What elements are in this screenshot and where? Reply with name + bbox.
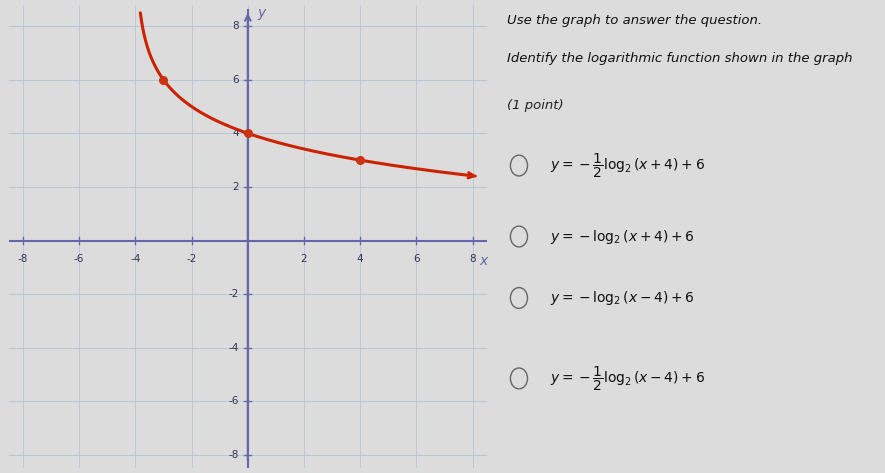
Text: $y=-\dfrac{1}{2}\log_2(x+4)+6$: $y=-\dfrac{1}{2}\log_2(x+4)+6$ [550,151,705,180]
Text: -2: -2 [187,254,196,264]
Text: Use the graph to answer the question.: Use the graph to answer the question. [507,14,762,27]
Text: -8: -8 [229,450,239,460]
Text: -6: -6 [74,254,84,264]
Text: $y=-\log_2(x+4)+6$: $y=-\log_2(x+4)+6$ [550,228,695,245]
Text: x: x [480,254,488,268]
Text: 2: 2 [233,182,239,192]
Text: -2: -2 [229,289,239,299]
Text: -8: -8 [18,254,28,264]
Text: y: y [258,6,266,20]
Text: -6: -6 [229,396,239,406]
Text: Identify the logarithmic function shown in the graph: Identify the logarithmic function shown … [507,52,853,65]
Text: 8: 8 [469,254,476,264]
Text: -4: -4 [229,343,239,353]
Text: -4: -4 [130,254,141,264]
Text: 2: 2 [301,254,307,264]
Text: $y=-\dfrac{1}{2}\log_2(x-4)+6$: $y=-\dfrac{1}{2}\log_2(x-4)+6$ [550,364,705,393]
Text: 4: 4 [357,254,364,264]
Text: 6: 6 [413,254,419,264]
Text: 8: 8 [233,21,239,31]
Text: (1 point): (1 point) [507,99,564,112]
Text: 6: 6 [233,75,239,85]
Text: $y=-\log_2(x-4)+6$: $y=-\log_2(x-4)+6$ [550,289,695,307]
Text: 4: 4 [233,128,239,138]
